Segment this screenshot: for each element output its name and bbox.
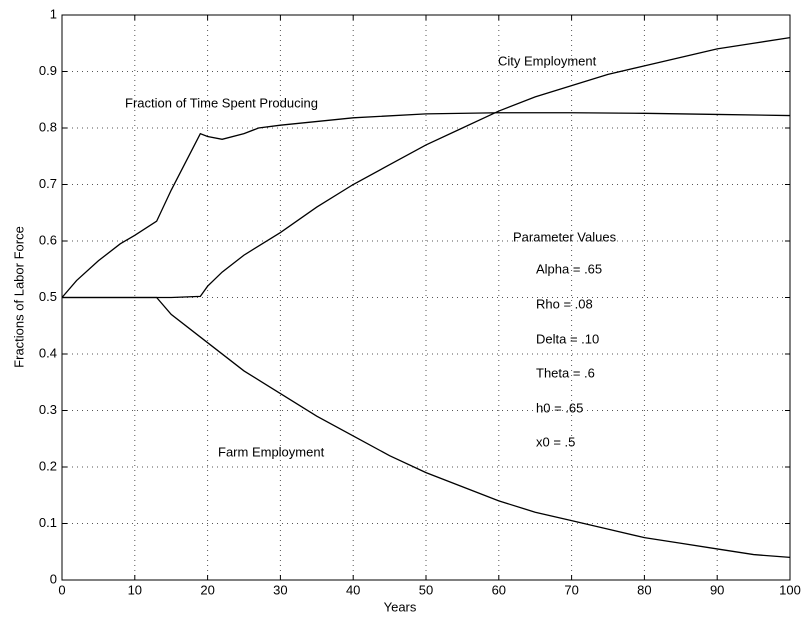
y-tick-label: 0.2 xyxy=(39,458,57,473)
x-tick-label: 80 xyxy=(637,582,651,597)
y-tick-label: 0.4 xyxy=(39,345,57,360)
x-tick-label: 90 xyxy=(710,582,724,597)
line-series xyxy=(62,36,791,299)
annotation: x0 = .5 xyxy=(536,434,575,449)
x-tick-label: 40 xyxy=(346,582,360,597)
x-tick-label: 60 xyxy=(492,582,506,597)
x-tick-label: 30 xyxy=(273,582,287,597)
y-tick-label: 0 xyxy=(50,571,57,586)
annotation: Delta = .10 xyxy=(536,331,599,346)
annotation: Fraction of Time Spent Producing xyxy=(125,95,318,110)
y-tick-label: 0.6 xyxy=(39,232,57,247)
annotation: h0 = .65 xyxy=(536,400,583,415)
annotation: City Employment xyxy=(498,53,597,68)
y-tick-label: 0.8 xyxy=(39,119,57,134)
annotation: Farm Employment xyxy=(218,444,325,459)
y-tick-label: 0.3 xyxy=(39,402,57,417)
y-axis-label: Fractions of Labor Force xyxy=(11,226,26,368)
x-tick-label: 70 xyxy=(564,582,578,597)
x-tick-label: 10 xyxy=(128,582,142,597)
y-tick-label: 0.7 xyxy=(39,176,57,191)
annotation: Parameter Values xyxy=(513,229,617,244)
line-series xyxy=(61,112,791,298)
x-axis-label: Years xyxy=(384,599,417,614)
annotation: Rho = .08 xyxy=(536,296,593,311)
x-tick-label: 20 xyxy=(200,582,214,597)
line-series xyxy=(62,296,791,559)
y-tick-label: 1 xyxy=(50,6,57,21)
annotation: Alpha = .65 xyxy=(536,261,602,276)
x-tick-label: 0 xyxy=(58,582,65,597)
annotation: Theta = .6 xyxy=(536,365,595,380)
x-tick-label: 100 xyxy=(779,582,801,597)
y-tick-label: 0.1 xyxy=(39,515,57,530)
x-tick-label: 50 xyxy=(419,582,433,597)
y-tick-label: 0.5 xyxy=(39,289,57,304)
y-tick-label: 0.9 xyxy=(39,63,57,78)
